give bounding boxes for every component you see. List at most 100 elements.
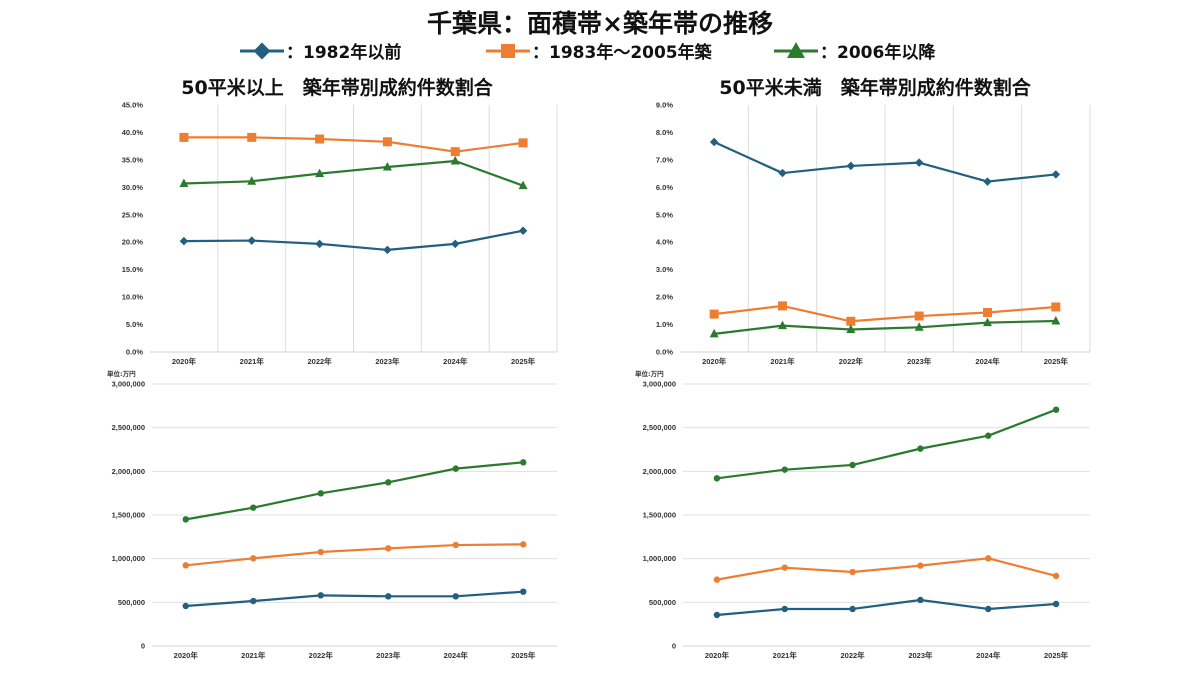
data-point [520,459,527,466]
data-point [781,466,788,473]
legend-item-2006: ：2006年以降 [774,42,936,63]
y-tick-label: 25.0% [122,210,144,219]
x-tick-label: 2024年 [444,650,469,660]
unit-label-right: 単位:万円 [635,369,664,378]
data-point [179,236,189,246]
square-marker-icon [501,44,515,58]
series-1 [182,541,527,569]
chart-title-right: 50平米未満 築年帯別成約件数割合 [719,76,1031,99]
data-point [849,461,856,469]
chart-2: 0 500,000 1,000,000 1,500,000 2,000,000 2,500… [112,380,557,660]
series-0 [179,226,528,255]
y-tick-label: 35.0% [122,155,144,164]
data-point [450,147,460,157]
legend-label: ：2006年以降 [820,42,936,63]
data-point [985,605,992,613]
data-point [914,322,924,331]
y-tick-label: 20.0% [122,238,144,247]
data-point [985,432,992,439]
data-point [250,597,257,605]
series-line [183,136,524,153]
data-point [382,137,392,147]
series-line [714,304,1056,323]
data-point [317,490,324,497]
data-point [709,328,719,338]
x-tick-label: 2022年 [839,356,864,366]
legend-label: ：1982年以前 [286,42,401,63]
x-tick-label: 2020年 [702,356,727,366]
data-point [713,475,721,482]
y-tick-label: 1,000,000 [112,554,145,563]
y-tick-label: 2,500,000 [112,423,145,432]
x-tick-label: 2021年 [240,356,265,366]
data-point [382,162,392,171]
y-tick-label: 2,500,000 [643,423,676,432]
data-point [518,180,528,190]
series-line [716,598,1057,617]
data-point [317,548,324,556]
triangle-marker-icon [787,42,805,58]
y-tick-label: 9.0% [656,101,673,110]
data-point [778,301,787,311]
data-point [1052,572,1060,580]
data-point [452,593,459,600]
series-line [713,141,1056,183]
y-tick-label: 2.0% [656,293,673,302]
x-tick-label: 2025年 [511,650,536,660]
data-point [778,320,787,330]
data-point [849,605,856,613]
x-tick-label: 2021年 [241,650,266,660]
series-line [714,319,1056,335]
y-tick-label: 7.0% [656,155,673,164]
data-point [452,541,459,549]
data-point [917,596,924,604]
y-tick-label: 1,500,000 [112,511,145,520]
data-point [983,317,992,327]
data-point [1051,315,1061,325]
data-point [1052,600,1060,608]
y-tick-label: 500,000 [118,598,145,607]
data-point [179,132,189,142]
x-tick-label: 2021年 [770,356,795,366]
y-tick-label: 0 [141,642,145,651]
data-point [781,564,788,571]
data-point [247,176,257,185]
y-tick-label: 1,000,000 [643,554,676,563]
diamond-marker-icon [253,42,271,60]
data-point [182,562,189,569]
series-2 [709,315,1061,338]
y-tick-label: 3,000,000 [643,380,676,389]
y-tick-label: 5.0% [656,210,673,219]
unit-label-left: 単位:万円 [107,369,136,378]
data-point [985,555,992,562]
series-2 [179,155,528,190]
x-tick-label: 2025年 [1044,356,1069,366]
legend-label: ：1983年～2005年築 [532,42,713,63]
x-tick-label: 2025年 [1044,650,1069,660]
x-tick-label: 2023年 [376,650,401,660]
data-point [452,465,459,472]
series-1 [713,555,1060,583]
y-tick-label: 10.0% [122,293,144,302]
data-point [846,161,856,171]
x-tick-label: 2023年 [375,356,400,366]
x-tick-label: 2022年 [307,356,332,366]
data-point [778,168,787,178]
data-point [914,311,924,321]
series-line [185,543,524,567]
x-tick-label: 2025年 [511,356,536,366]
data-point [179,178,189,187]
chart-3: 0 500,000 1,000,000 1,500,000 2,000,000 2,500… [643,380,1090,660]
data-point [315,168,325,178]
data-point [250,555,257,562]
y-tick-label: 6.0% [656,183,673,192]
data-point [781,605,788,613]
data-point [713,576,721,583]
x-tick-label: 2021年 [773,650,798,660]
x-tick-label: 2020年 [705,650,730,660]
data-point [385,545,392,552]
y-tick-label: 2,000,000 [112,467,145,476]
x-tick-label: 2023年 [907,356,932,366]
y-tick-label: 0.0% [126,348,143,357]
